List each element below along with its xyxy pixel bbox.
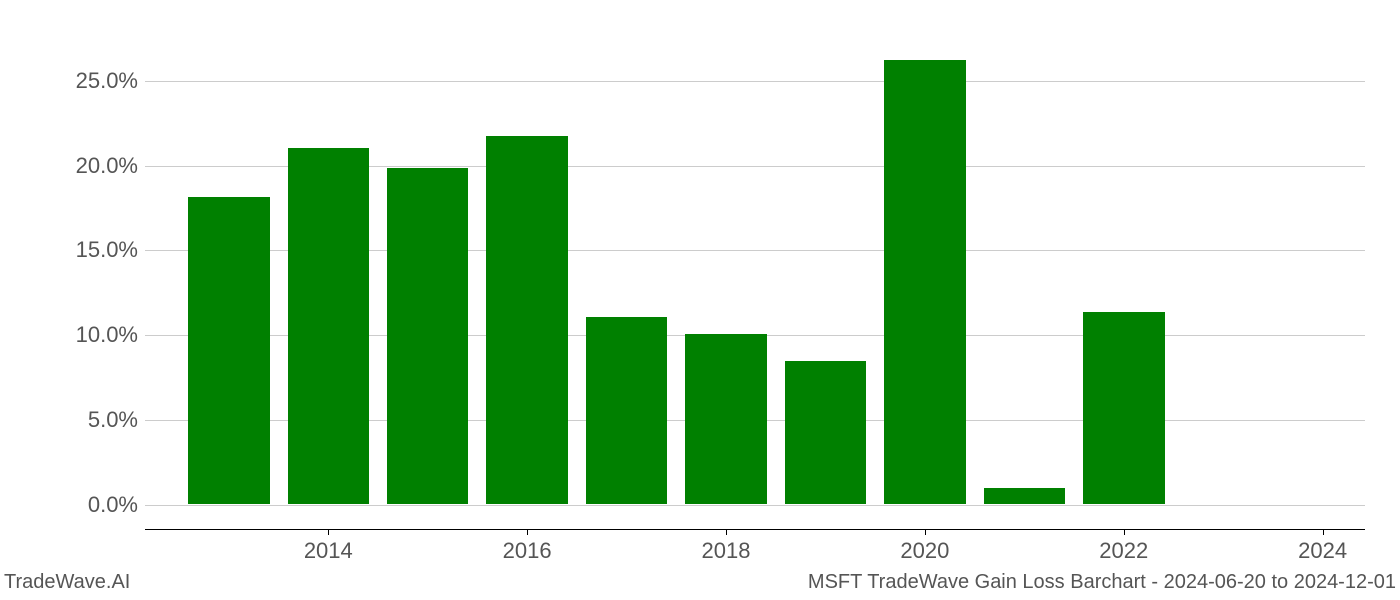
gridline (145, 505, 1365, 506)
x-axis-tick (1124, 529, 1125, 535)
footer-caption: MSFT TradeWave Gain Loss Barchart - 2024… (808, 571, 1396, 594)
chart-plot-area (145, 30, 1365, 530)
bar (685, 334, 767, 503)
x-axis-tick (1323, 529, 1324, 535)
bar (387, 168, 469, 504)
y-axis-tick-label: 25.0% (76, 68, 138, 94)
bar (288, 148, 370, 504)
bar (785, 361, 867, 503)
x-axis-tick-label: 2014 (304, 538, 353, 564)
x-axis-tick-label: 2016 (503, 538, 552, 564)
x-axis-tick-label: 2018 (702, 538, 751, 564)
y-axis-tick-label: 5.0% (88, 407, 138, 433)
x-axis-tick-label: 2020 (900, 538, 949, 564)
bar (984, 488, 1066, 503)
y-axis-tick-label: 10.0% (76, 322, 138, 348)
bar (586, 317, 668, 503)
bar (486, 136, 568, 504)
y-axis-tick-label: 0.0% (88, 492, 138, 518)
x-axis-tick-label: 2022 (1099, 538, 1148, 564)
bar (884, 60, 966, 504)
gridline (145, 81, 1365, 82)
x-axis-tick-label: 2024 (1298, 538, 1347, 564)
footer-brand: TradeWave.AI (4, 571, 130, 594)
bar (188, 197, 270, 504)
x-axis-tick (925, 529, 926, 535)
y-axis-tick-label: 15.0% (76, 237, 138, 263)
bar (1083, 312, 1165, 504)
bar-chart (145, 30, 1365, 529)
x-axis-tick (726, 529, 727, 535)
x-axis-tick (527, 529, 528, 535)
y-axis-tick-label: 20.0% (76, 153, 138, 179)
x-axis-tick (328, 529, 329, 535)
